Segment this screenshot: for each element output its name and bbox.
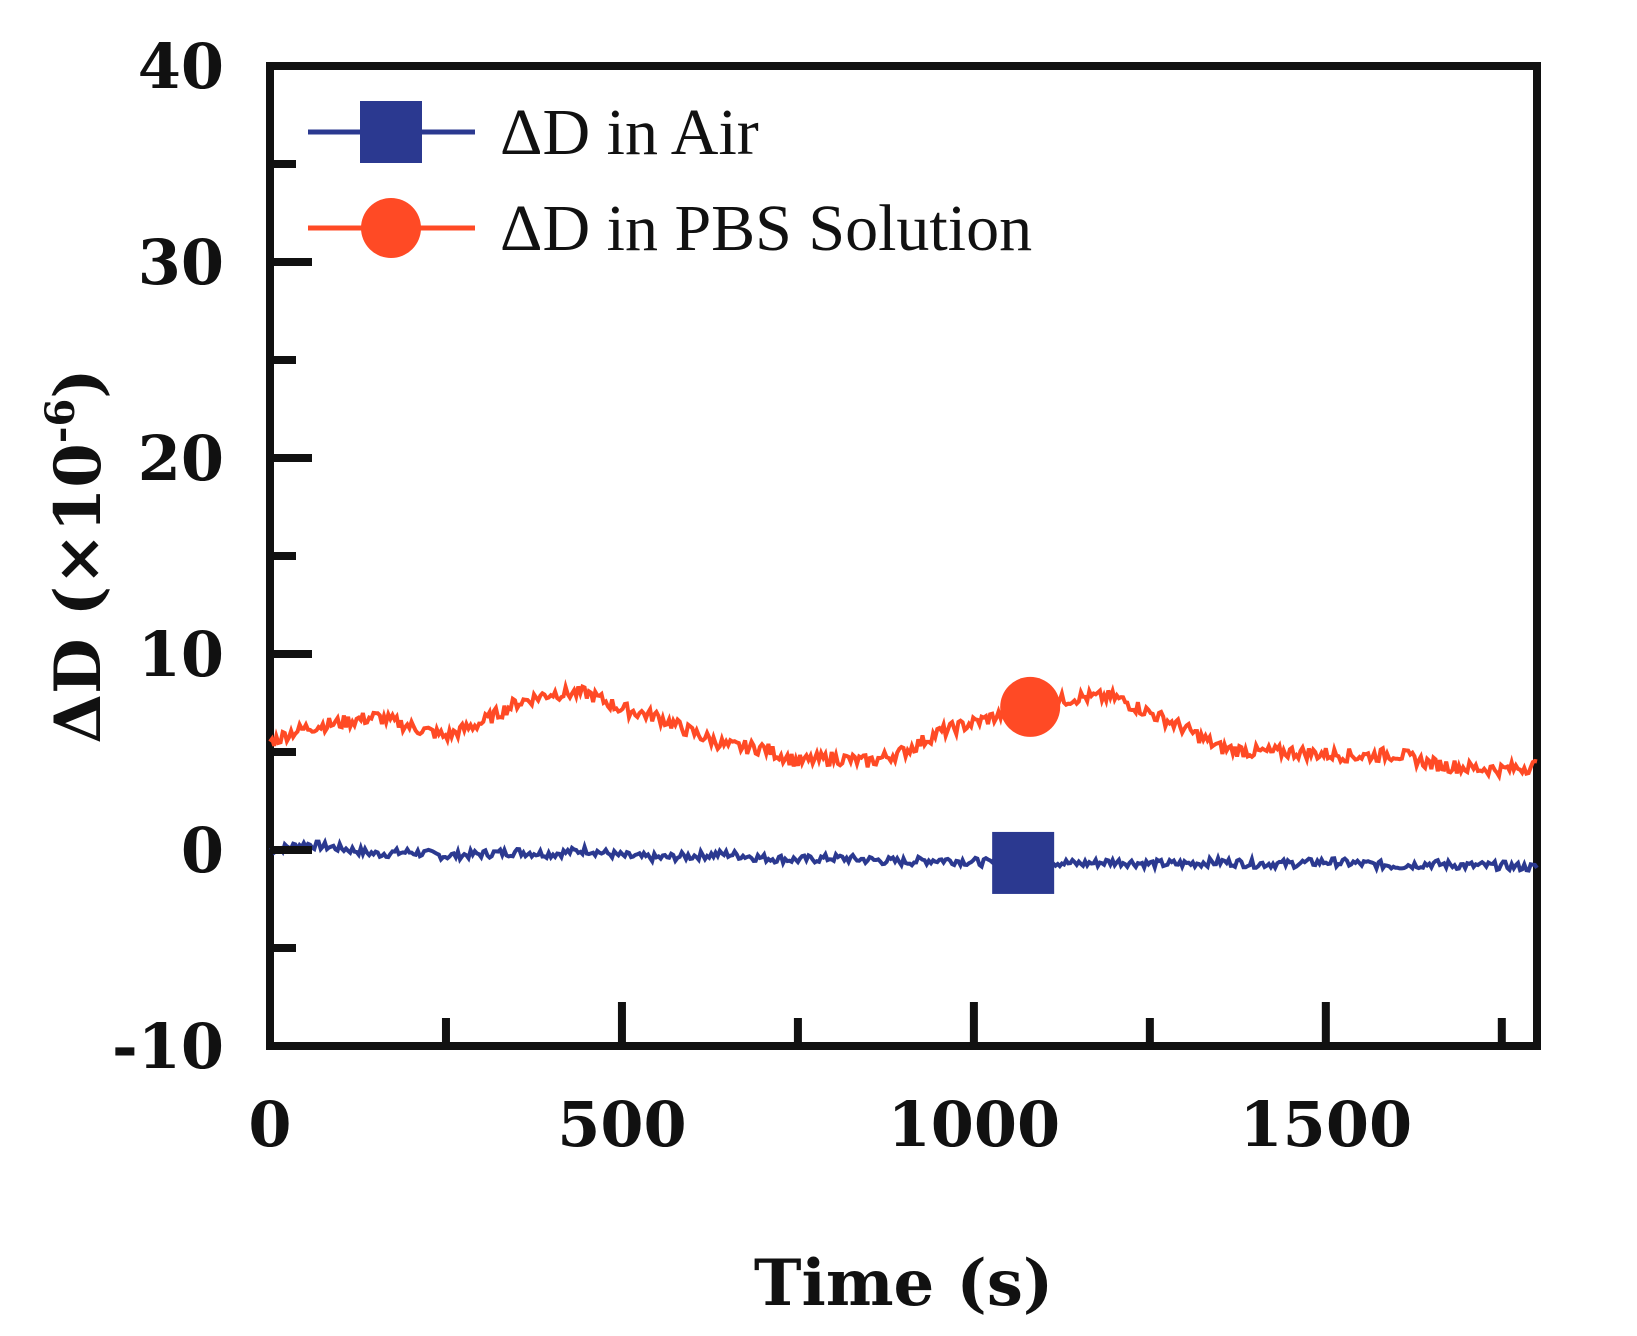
x-tick-label: 1000 (888, 1088, 1061, 1161)
tick-layer (266, 62, 1506, 1050)
series-line-1 (268, 678, 1538, 782)
series-marker-square (992, 831, 1055, 894)
y-tick-label: -10 (112, 1010, 224, 1083)
y-axis-title: ΔD (×10-6) (37, 368, 116, 743)
legend-marker-square (360, 101, 422, 163)
y-axis-title-close: ) (41, 368, 116, 398)
legend: ΔD in Air ΔD in PBS Solution (308, 96, 1032, 265)
y-tick-label: 30 (138, 226, 224, 299)
x-axis-title: Time (s) (754, 1246, 1053, 1321)
legend-marker-circle (361, 198, 421, 258)
plot-area (266, 62, 1541, 1050)
legend-label-pbs: ΔD in PBS Solution (500, 192, 1032, 265)
series-line-0 (269, 837, 1539, 875)
tick-label-layer: -10 0 10 20 30 40 0 500 1000 1500 (112, 30, 1412, 1161)
y-tick-label: 0 (181, 814, 224, 887)
legend-label-air: ΔD in Air (500, 96, 759, 169)
y-axis-title-main: ΔD (×10 (41, 443, 116, 743)
series-layer (268, 676, 1539, 894)
series-marker-circle (1000, 676, 1061, 737)
y-tick-label: 20 (138, 422, 224, 495)
y-axis-title-exponent: -6 (37, 399, 84, 443)
y-tick-label: 40 (138, 30, 224, 103)
x-tick-label: 500 (557, 1088, 686, 1161)
x-tick-label: 1500 (1240, 1088, 1413, 1161)
x-tick-label: 0 (248, 1088, 291, 1161)
y-tick-label: 10 (138, 618, 224, 691)
